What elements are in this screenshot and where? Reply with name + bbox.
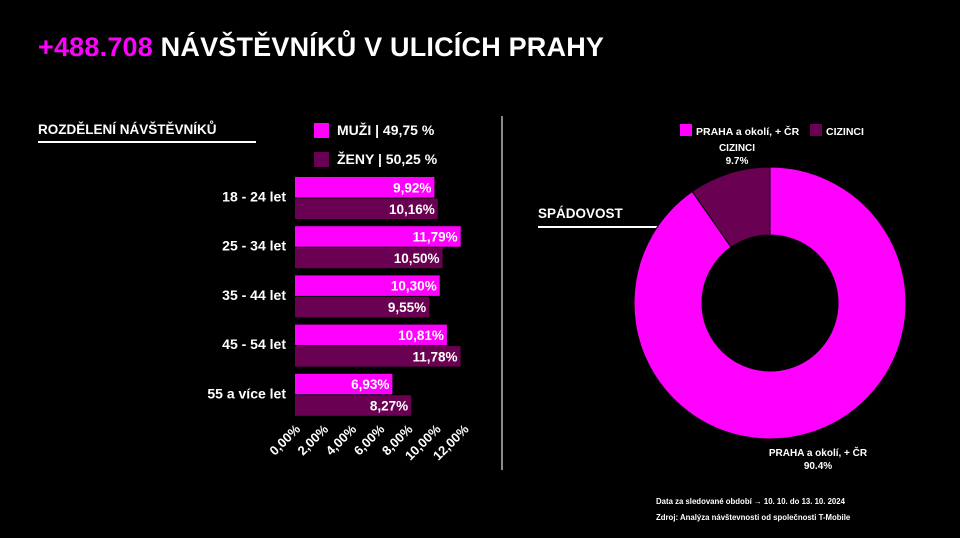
bar-value-label: 10,30% [391,279,437,294]
bar-women [295,198,438,219]
slice-value-praha: 90.4% [804,461,832,472]
bar-men [295,177,435,198]
donut-slice-cizinci [691,166,771,248]
category-label: 55 a více let [207,385,286,401]
bar-value-label: 9,55% [388,300,426,315]
slice-name-praha: PRAHA a okolí, + ČR [769,446,868,459]
bar-women [295,346,461,367]
bar-value-label: 10,81% [398,328,444,343]
category-label: 25 - 34 let [222,238,286,254]
title-text: NÁVŠTĚVNÍKŮ V ULICÍCH PRAHY [160,32,605,62]
section-divider [501,116,503,470]
category-label: 35 - 44 let [222,287,286,303]
footnote-period: Data za sledované období → 10. 10. do 13… [656,497,845,506]
x-tick-label: 0,00% [266,421,303,458]
legend-label-women: ŽENY | 50,25 % [337,151,438,167]
legend-cizinci-swatch [810,124,822,136]
legend-praha-label: PRAHA a okolí, + ČR [696,125,800,138]
legend-cizinci-label: CIZINCI [826,126,864,138]
bar-men [295,226,461,247]
x-tick-label: 2,00% [295,421,332,458]
bar-value-label: 11,78% [412,349,457,364]
slice-name-cizinci: CIZINCI [719,143,755,154]
age-section-underline [38,141,256,143]
legend-swatch-men [314,122,329,138]
legend-praha-swatch [680,124,692,136]
bar-men [295,275,440,296]
category-label: 45 - 54 let [222,336,286,352]
bar-value-label: 6,93% [351,377,389,392]
catchment-donut-chart: PRAHA a okolí, + ČR CIZINCI CIZINCI 9.7% PRA… [633,124,907,472]
bar-women [295,395,412,416]
bar-value-label: 8,27% [370,399,408,414]
visitor-count: +488.708 [38,32,153,62]
legend-label-men: MUŽI | 49,75 % [337,122,435,138]
bar-men [295,373,393,395]
x-tick-label: 4,00% [323,421,360,458]
age-section-label: ROZDĚLENÍ NÁVŠTĚVNÍKŮ [38,122,217,137]
bar-value-label: 9,92% [393,180,431,195]
bar-women [295,296,430,318]
legend-swatch-women [314,151,329,167]
bar-men [295,324,447,346]
bar-value-label: 10,16% [389,202,435,217]
catchment-section-label: SPÁDOVOST [538,206,623,221]
legend-item-women: ŽENY | 50,25 % [314,151,437,167]
bar-value-label: 11,79% [413,229,458,244]
age-bar-chart: 18 - 24 let 9,92% 10,16% 25 - 34 let 11,79% 1… [207,177,472,463]
page-title: +488.708 NÁVŠTĚVNÍKŮ V ULICÍCH PRAHY [38,32,604,63]
x-tick-label: 6,00% [351,421,388,458]
bar-women [295,247,443,269]
catchment-section-underline [538,226,658,228]
legend-item-men: MUŽI | 49,75 % [314,122,434,138]
footnote-source: Zdroj: Analýza návštevnosti od společnos… [656,513,851,522]
bar-value-label: 10,50% [394,251,440,266]
slice-value-cizinci: 9.7% [726,156,749,167]
category-label: 18 - 24 let [222,189,286,205]
donut-slice-praha [633,166,907,440]
